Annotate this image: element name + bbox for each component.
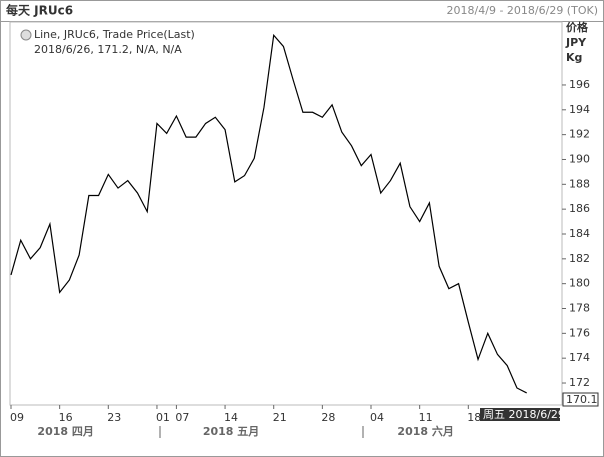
x-tick-label: 11: [419, 411, 433, 424]
legend-series: Line, JRUc6, Trade Price(Last): [34, 28, 195, 41]
y-tick-label: 192: [569, 128, 590, 141]
month-label: 2018 四月: [37, 425, 93, 438]
x-tick-label: 14: [224, 411, 238, 424]
last-value-box: [562, 392, 599, 407]
y-tick-label: 186: [569, 202, 590, 215]
cursor-box: [480, 408, 560, 421]
x-tick-label: 23: [107, 411, 121, 424]
y-tick-label: 194: [569, 103, 590, 116]
x-tick-label: 01: [156, 411, 170, 424]
x-tick-label: 04: [370, 411, 384, 424]
y-tick-label: 182: [569, 252, 590, 265]
y-axis-label: JPY: [565, 36, 587, 49]
month-label: 2018 六月: [397, 424, 453, 438]
last-value-label: 170.1: [566, 393, 598, 406]
chart-title: 每天 JRUc6: [6, 3, 73, 18]
legend-icon: [20, 29, 32, 41]
y-tick-label: 190: [569, 152, 590, 165]
date-range: 2018/4/9 - 2018/6/29 (TOK): [447, 4, 598, 17]
plot-area: [9, 21, 563, 406]
x-tick-label: 18: [467, 411, 481, 424]
y-tick-label: 184: [569, 227, 590, 240]
y-tick-label: 172: [569, 376, 590, 389]
y-axis-label: 价格: [566, 20, 589, 34]
y-tick-label: 180: [569, 277, 590, 290]
y-tick-label: 174: [569, 351, 590, 364]
x-tick-label: 21: [273, 411, 287, 424]
legend-readout: 2018/6/26, 171.2, N/A, N/A: [34, 43, 182, 56]
y-tick-label: 196: [569, 78, 590, 91]
y-axis-label: Kg: [566, 51, 582, 64]
x-tick-label: 16: [59, 411, 73, 424]
month-label: 2018 五月: [203, 425, 259, 438]
x-tick-label: 28: [321, 411, 335, 424]
y-tick-label: 188: [569, 177, 590, 190]
line-series: [10, 33, 527, 394]
x-tick-label: 07: [175, 411, 189, 424]
y-tick-label: 176: [569, 326, 590, 339]
y-tick-label: 178: [569, 302, 590, 315]
x-tick-label: 09: [10, 411, 24, 424]
cursor-label: 周五 2018/6/29: [483, 408, 565, 421]
